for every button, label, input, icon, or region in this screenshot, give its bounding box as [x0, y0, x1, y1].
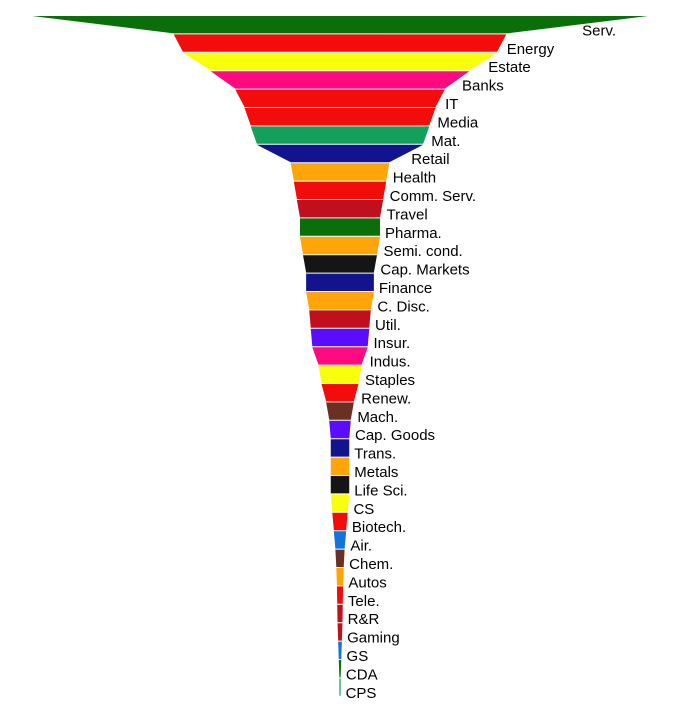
funnel-segment	[310, 328, 370, 347]
funnel-label: Autos	[348, 574, 386, 591]
funnel-label: Semi. cond.	[384, 243, 463, 260]
funnel-segment	[32, 16, 648, 34]
funnel-label: Energy	[507, 41, 555, 58]
funnel-segment	[306, 273, 374, 291]
funnel-segment	[312, 347, 368, 365]
funnel-segment	[173, 34, 507, 52]
funnel-segment	[330, 476, 350, 494]
funnel-segment	[329, 420, 351, 439]
funnel-label: Metals	[354, 464, 398, 481]
funnel-segment	[332, 512, 348, 531]
funnel-label: Serv.	[582, 22, 616, 39]
funnel-segment	[330, 439, 350, 457]
funnel-segment	[339, 678, 341, 696]
funnel-segment	[326, 402, 354, 420]
funnel-label: Health	[393, 170, 436, 187]
funnel-label: Renew.	[361, 390, 411, 407]
funnel-label: Util.	[375, 317, 401, 334]
funnel-label: Tele.	[348, 593, 380, 610]
funnel-segment	[182, 52, 498, 71]
funnel-label: Air.	[350, 538, 372, 555]
funnel-label: CDA	[346, 666, 378, 683]
funnel-segments	[32, 16, 648, 696]
funnel-segment	[330, 494, 350, 512]
funnel-label: Finance	[379, 280, 432, 297]
funnel-label: Biotech.	[352, 519, 406, 536]
funnel-label: Comm. Serv.	[390, 188, 476, 205]
funnel-segment	[336, 568, 344, 586]
funnel-segment	[335, 549, 345, 567]
funnel-segment	[333, 531, 347, 549]
funnel-label: Gaming	[347, 630, 400, 647]
funnel-segment	[250, 126, 430, 144]
funnel-segment	[299, 218, 381, 236]
funnel-label: Mach.	[357, 409, 398, 426]
funnel-segment	[330, 457, 350, 475]
funnel-label: Travel	[387, 206, 428, 223]
funnel-label: CS	[353, 501, 374, 518]
funnel-segment	[306, 292, 374, 310]
funnel-label: Estate	[488, 59, 531, 76]
funnel-segment	[338, 641, 342, 659]
funnel-label: Staples	[365, 372, 415, 389]
funnel-label: Chem.	[349, 556, 393, 573]
funnel-segment	[321, 384, 359, 402]
funnel-label: CPS	[346, 685, 377, 702]
funnel-label: Pharma.	[385, 225, 442, 242]
funnel-segment	[318, 365, 362, 383]
funnel-label: C. Disc.	[377, 298, 430, 315]
funnel-label: Cap. Markets	[380, 262, 469, 279]
funnel-segment	[299, 236, 381, 255]
funnel-label: Insur.	[373, 335, 410, 352]
funnel-label: Indus.	[370, 354, 411, 371]
funnel-segment	[244, 108, 436, 126]
funnel-label: Life Sci.	[354, 482, 407, 499]
funnel-label: GS	[347, 648, 369, 665]
funnel-label: Mat.	[431, 133, 460, 150]
funnel-segment	[296, 200, 384, 218]
funnel-segment	[303, 255, 377, 273]
funnel-segment	[338, 660, 342, 678]
funnel-segment	[336, 586, 344, 604]
funnel-segment	[293, 181, 387, 199]
funnel-label: Cap. Goods	[355, 427, 435, 444]
funnel-label: Trans.	[354, 446, 396, 463]
funnel-label: Media	[437, 114, 479, 131]
funnel-label: Banks	[462, 78, 504, 95]
funnel-segment	[309, 310, 371, 328]
funnel-segment	[337, 604, 343, 623]
funnel-label: R&R	[348, 611, 380, 628]
funnel-segment	[256, 144, 424, 163]
funnel-segment	[235, 89, 445, 107]
funnel-label: Retail	[411, 151, 449, 168]
funnel-segment	[210, 71, 470, 89]
funnel-segment	[337, 623, 343, 641]
funnel-label: IT	[445, 96, 458, 113]
funnel-segment	[290, 163, 390, 181]
